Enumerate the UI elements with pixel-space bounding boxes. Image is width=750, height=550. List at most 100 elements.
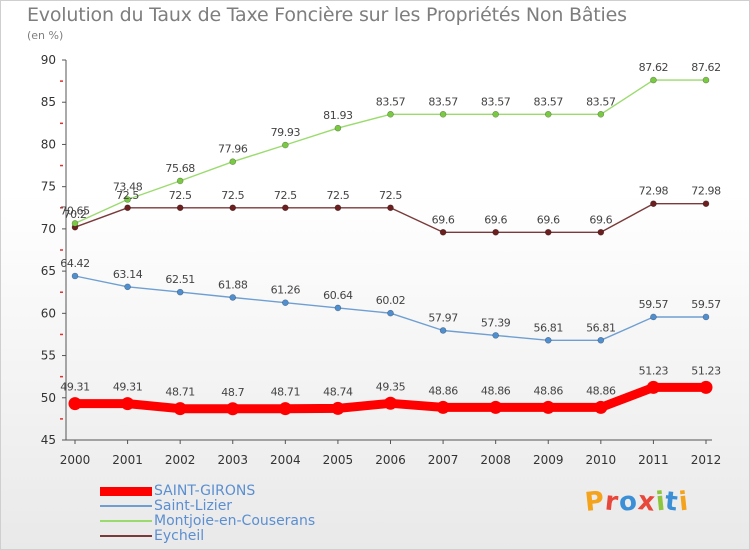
y-tick-label: 75 [41, 180, 56, 194]
data-label-montjoie-en-couserans: 81.93 [323, 109, 353, 122]
data-label-saint-lizier: 59.57 [691, 298, 721, 311]
data-point-saint-girons [331, 401, 345, 415]
data-label-montjoie-en-couserans: 83.57 [481, 95, 511, 108]
data-point-saint-girons [121, 397, 135, 411]
data-label-montjoie-en-couserans: 83.57 [534, 95, 564, 108]
data-label-saint-girons: 51.23 [691, 364, 721, 377]
data-label-saint-lizier: 64.42 [60, 257, 90, 270]
data-point-montjoie-en-couserans [176, 177, 184, 185]
data-point-saint-lizier [282, 299, 289, 306]
data-label-montjoie-en-couserans: 79.93 [271, 126, 301, 139]
legend-label: Saint-Lizier [154, 498, 233, 514]
data-point-saint-lizier [229, 294, 237, 301]
data-point-montjoie-en-couserans [597, 110, 605, 118]
data-point-eycheil [334, 204, 342, 212]
data-point-eycheil [492, 228, 499, 236]
data-point-montjoie-en-couserans [492, 110, 499, 118]
legend-swatch [100, 486, 152, 496]
data-point-saint-girons [68, 397, 82, 411]
data-label-saint-lizier: 60.64 [323, 289, 353, 302]
x-tick-label: 2005 [323, 453, 354, 467]
x-tick-label: 2011 [638, 453, 669, 467]
logo-letter: i [677, 486, 691, 518]
data-point-montjoie-en-couserans [387, 110, 394, 118]
data-point-saint-girons [594, 400, 608, 414]
data-label-saint-lizier: 56.81 [534, 321, 564, 334]
data-label-saint-girons: 48.7 [221, 386, 244, 399]
data-label-saint-girons: 48.86 [428, 384, 458, 397]
y-tick-label: 85 [41, 95, 56, 109]
legend-swatch [100, 535, 152, 537]
data-point-eycheil [387, 204, 394, 212]
data-label-saint-lizier: 61.26 [271, 284, 301, 297]
data-label-eycheil: 69.6 [432, 213, 455, 226]
data-label-eycheil: 72.98 [691, 185, 721, 198]
x-tick-label: 2003 [217, 453, 248, 467]
data-point-saint-girons [436, 400, 450, 414]
data-label-saint-lizier: 62.51 [165, 273, 195, 286]
data-label-saint-girons: 48.86 [534, 384, 564, 397]
data-point-saint-girons [384, 396, 397, 410]
x-tick-label: 2009 [533, 453, 564, 467]
data-point-saint-lizier [124, 283, 131, 291]
data-point-saint-lizier [492, 332, 499, 339]
data-point-montjoie-en-couserans [71, 220, 79, 227]
data-point-montjoie-en-couserans [229, 158, 237, 165]
data-label-saint-lizier: 56.81 [586, 321, 616, 334]
data-label-montjoie-en-couserans: 83.57 [428, 95, 458, 108]
y-tick-label: 45 [41, 433, 56, 447]
data-point-eycheil [597, 228, 605, 236]
y-tick-label: 60 [41, 306, 56, 320]
data-point-saint-girons [541, 400, 555, 414]
chart-title: Evolution du Taux de Taxe Foncière sur l… [27, 4, 627, 26]
x-tick-label: 2007 [428, 453, 459, 467]
data-point-saint-girons [489, 400, 503, 414]
legend-label: Montjoie-en-Couserans [154, 513, 316, 529]
y-tick-label: 70 [41, 222, 56, 236]
y-tick-label: 65 [41, 264, 56, 278]
data-label-montjoie-en-couserans: 70.65 [60, 204, 90, 217]
data-point-eycheil [176, 204, 184, 212]
data-label-eycheil: 69.6 [484, 213, 507, 226]
data-label-saint-lizier: 59.57 [639, 298, 669, 311]
y-axis-unit: (en %) [27, 29, 64, 42]
data-labels: 70.2 72.5 72.5 72.5 72.5 72.5 72.5 69.6 69.6 69.6… [60, 61, 721, 399]
data-label-saint-girons: 48.71 [271, 386, 301, 399]
line-chart: 45 50 55 60 65 70 75 80 85 90 2000 2001 2002 2003 2004… [41, 53, 722, 467]
data-label-eycheil: 72.5 [116, 189, 139, 202]
data-label-saint-lizier: 57.97 [428, 311, 458, 324]
data-label-montjoie-en-couserans: 87.62 [639, 61, 669, 74]
data-point-eycheil [544, 228, 552, 236]
data-point-eycheil [439, 228, 447, 236]
data-label-eycheil: 72.5 [169, 189, 192, 202]
x-tick-label: 2004 [270, 453, 301, 467]
data-label-eycheil: 72.5 [326, 189, 349, 202]
data-point-saint-lizier [439, 327, 447, 334]
data-label-eycheil: 72.5 [274, 189, 297, 202]
data-label-saint-girons: 48.86 [481, 384, 511, 397]
series-layer [68, 76, 713, 416]
proxiti-logo: Proxiti [583, 486, 691, 518]
data-label-montjoie-en-couserans: 83.57 [586, 95, 616, 108]
data-label-montjoie-en-couserans: 77.96 [218, 143, 248, 156]
x-tick-label: 2001 [112, 453, 143, 467]
data-label-saint-girons: 51.23 [639, 364, 669, 377]
data-point-montjoie-en-couserans [439, 110, 447, 118]
x-tick-label: 2010 [586, 453, 617, 467]
data-label-montjoie-en-couserans: 87.62 [691, 61, 721, 74]
data-label-saint-girons: 49.31 [60, 381, 90, 394]
axes: 45 50 55 60 65 70 75 80 85 90 2000 2001 2002 2003 2004… [41, 53, 722, 467]
data-point-saint-girons [699, 380, 713, 394]
legend-label: SAINT-GIRONS [154, 483, 256, 499]
data-label-saint-lizier: 60.02 [376, 294, 406, 307]
y-tick-label: 55 [41, 349, 56, 363]
data-label-saint-lizier: 57.39 [481, 316, 511, 329]
data-point-saint-lizier [334, 304, 342, 312]
data-point-montjoie-en-couserans [334, 124, 342, 132]
data-label-eycheil: 72.5 [379, 189, 402, 202]
legend-label: Eycheil [154, 528, 205, 544]
data-point-saint-lizier [71, 272, 79, 280]
data-label-saint-girons: 48.86 [586, 384, 616, 397]
data-point-saint-girons [646, 380, 660, 394]
